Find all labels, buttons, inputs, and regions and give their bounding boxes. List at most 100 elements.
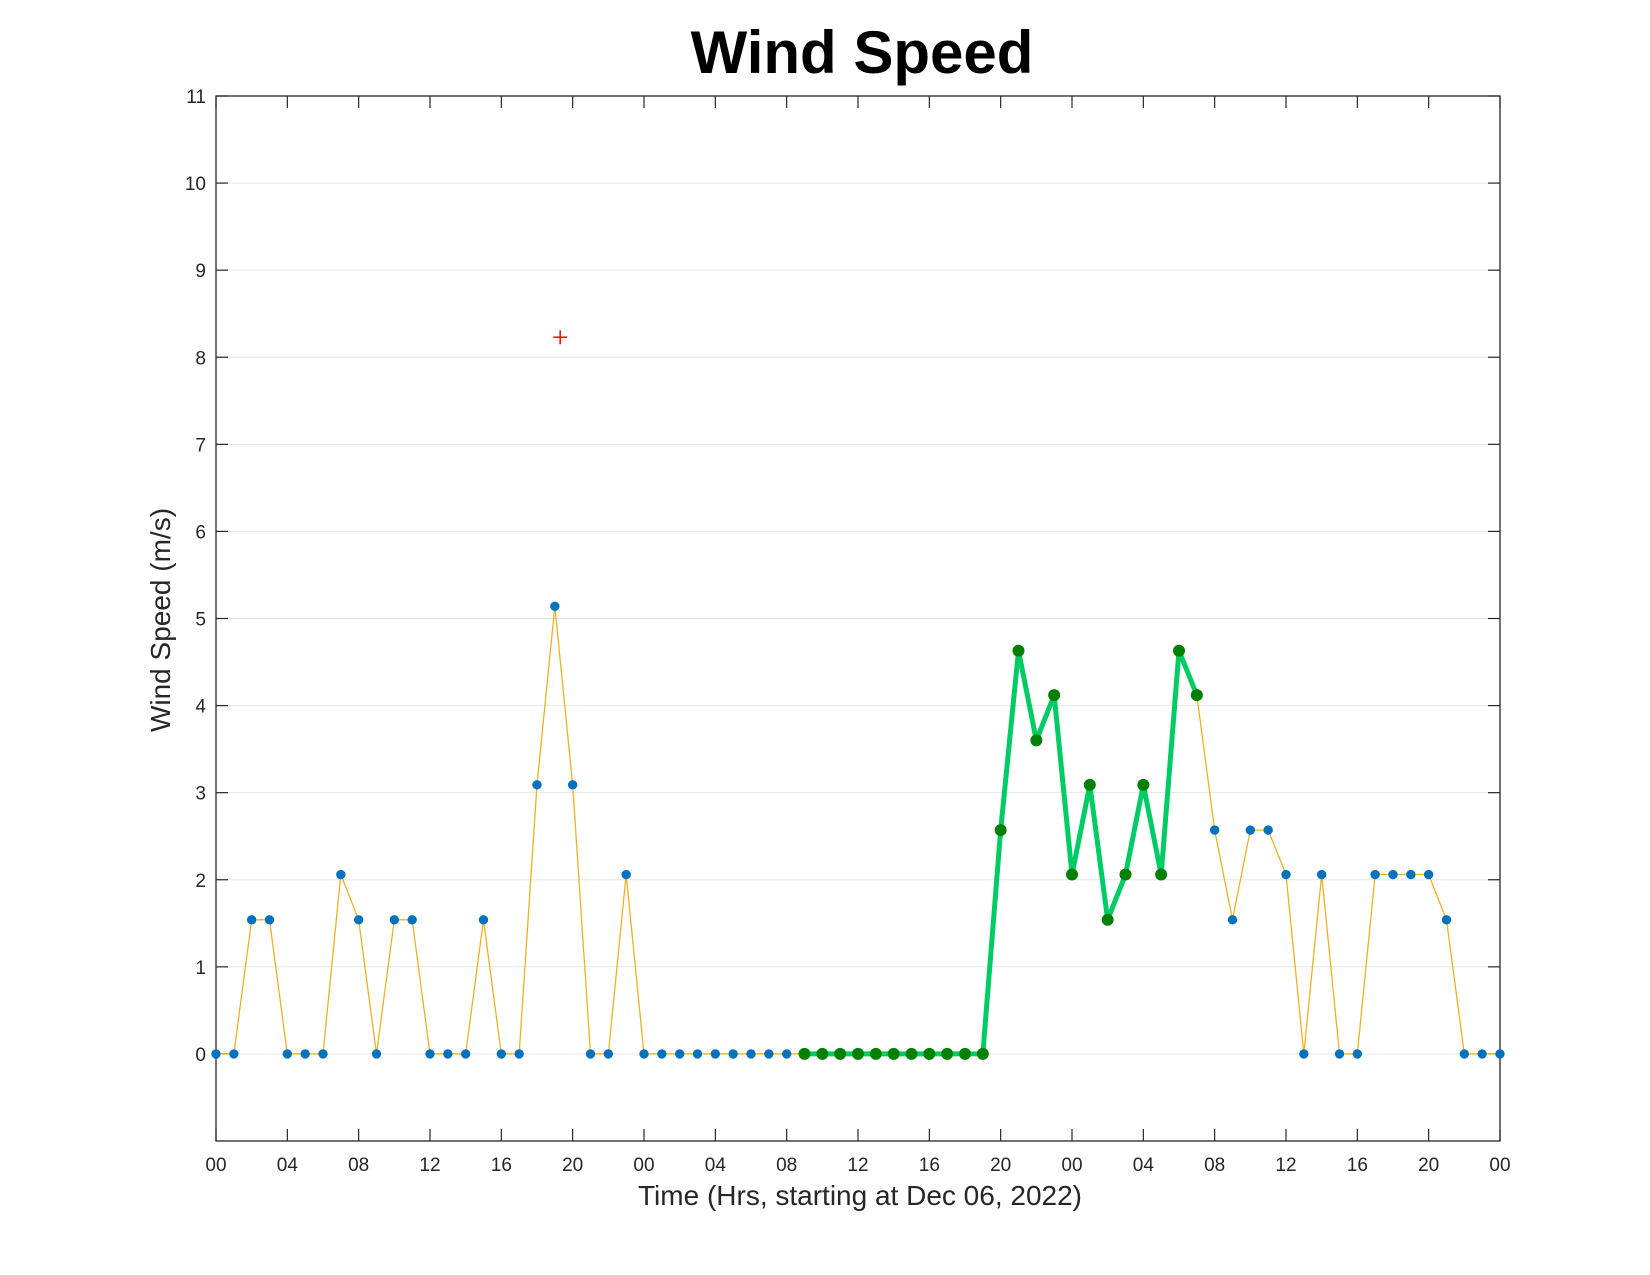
x-tick-label: 00 xyxy=(1489,1155,1510,1176)
x-axis-label: Time (Hrs, starting at Dec 06, 2022) xyxy=(638,1180,1082,1211)
highlight-data-point xyxy=(905,1047,918,1060)
highlight-data-point xyxy=(1190,689,1203,702)
chart-title: Wind Speed xyxy=(691,19,1034,86)
data-point xyxy=(389,915,400,925)
y-tick-label: 10 xyxy=(185,174,206,195)
y-tick-label: 6 xyxy=(195,522,206,543)
highlight-data-point xyxy=(869,1047,882,1060)
x-tick-label: 04 xyxy=(277,1155,299,1176)
data-point xyxy=(1388,869,1398,880)
highlight-data-point xyxy=(923,1047,936,1060)
highlight-data-point xyxy=(1083,778,1096,791)
data-point xyxy=(1263,825,1273,835)
data-point xyxy=(478,915,489,925)
data-point xyxy=(710,1049,721,1059)
data-point xyxy=(657,1049,667,1059)
x-tick-label: 16 xyxy=(491,1155,512,1176)
highlight-data-point xyxy=(1173,644,1185,657)
y-tick-label: 4 xyxy=(195,697,206,718)
highlight-data-point xyxy=(852,1047,864,1060)
data-point xyxy=(746,1049,756,1059)
data-point xyxy=(1441,915,1452,925)
x-tick-label: 12 xyxy=(847,1155,868,1176)
data-point xyxy=(353,915,364,925)
highlight-data-point xyxy=(887,1047,900,1060)
data-point xyxy=(1459,1049,1470,1059)
x-tick-label: 16 xyxy=(919,1155,940,1176)
y-tick-label: 9 xyxy=(195,261,206,282)
y-tick-label: 2 xyxy=(195,871,206,892)
highlight-data-point xyxy=(1066,868,1078,881)
data-point xyxy=(1352,1049,1363,1059)
x-tick-label: 00 xyxy=(205,1155,226,1176)
data-point xyxy=(496,1049,507,1059)
highlight-data-point xyxy=(834,1047,847,1060)
data-point xyxy=(764,1049,774,1059)
highlight-data-point xyxy=(1030,734,1043,747)
data-point xyxy=(1209,825,1220,835)
data-point xyxy=(407,915,417,925)
highlight-data-point xyxy=(816,1047,829,1060)
x-tick-label: 16 xyxy=(1347,1155,1368,1176)
highlight-data-point xyxy=(1048,689,1061,702)
highlight-data-point xyxy=(1012,644,1025,657)
data-point xyxy=(229,1049,239,1059)
data-point xyxy=(567,780,578,790)
x-tick-label: 20 xyxy=(990,1155,1011,1176)
y-tick-label: 11 xyxy=(186,87,206,108)
data-point xyxy=(336,869,346,880)
highlight-data-point xyxy=(1137,778,1150,791)
data-point xyxy=(300,1049,310,1059)
highlight-data-point xyxy=(1101,913,1114,926)
red-plus-marker xyxy=(553,330,568,345)
data-point xyxy=(781,1049,792,1059)
highlight-data-point xyxy=(994,824,1007,837)
x-tick-label: 12 xyxy=(419,1155,440,1176)
data-point xyxy=(460,1049,471,1059)
data-point xyxy=(1334,1049,1345,1059)
x-tick-label: 12 xyxy=(1275,1155,1296,1176)
x-tick-label: 08 xyxy=(1204,1155,1225,1176)
data-point xyxy=(674,1049,685,1059)
highlight-data-point xyxy=(976,1047,989,1060)
y-tick-label: 7 xyxy=(195,435,206,456)
x-tick-label: 04 xyxy=(1133,1155,1155,1176)
data-point xyxy=(1316,869,1327,880)
data-point xyxy=(585,1049,596,1059)
x-tick-label: 08 xyxy=(776,1155,797,1176)
data-point xyxy=(246,915,257,925)
data-point xyxy=(692,1049,703,1059)
data-point xyxy=(371,1049,382,1059)
data-point xyxy=(1281,869,1291,880)
y-axis-label: Wind Speed (m/s) xyxy=(145,508,176,732)
y-tick-label: 8 xyxy=(195,348,206,369)
x-tick-label: 20 xyxy=(562,1155,583,1176)
data-point xyxy=(603,1049,614,1059)
y-tick-label: 0 xyxy=(195,1045,206,1066)
data-point xyxy=(1495,1049,1505,1059)
x-tick-label: 04 xyxy=(705,1155,727,1176)
x-tick-label: 08 xyxy=(348,1155,369,1176)
highlight-data-point xyxy=(1155,868,1168,881)
data-point xyxy=(1477,1049,1487,1059)
data-point xyxy=(639,1049,649,1059)
data-point xyxy=(211,1049,221,1059)
highlight-data-point xyxy=(798,1047,811,1060)
data-point xyxy=(728,1049,738,1059)
data-point xyxy=(1406,869,1416,880)
y-tick-label: 5 xyxy=(195,610,206,631)
data-point xyxy=(443,1049,453,1059)
y-tick-label: 3 xyxy=(195,784,206,805)
x-tick-label: 00 xyxy=(1061,1155,1082,1176)
data-point xyxy=(1227,915,1238,925)
data-point xyxy=(425,1049,435,1059)
data-point xyxy=(1245,825,1256,835)
highlight-data-point xyxy=(959,1047,971,1060)
data-point xyxy=(264,915,275,925)
data-point xyxy=(1423,869,1434,880)
data-point xyxy=(318,1049,328,1059)
data-point xyxy=(1370,869,1380,880)
data-point xyxy=(282,1049,293,1059)
data-point xyxy=(550,601,560,612)
